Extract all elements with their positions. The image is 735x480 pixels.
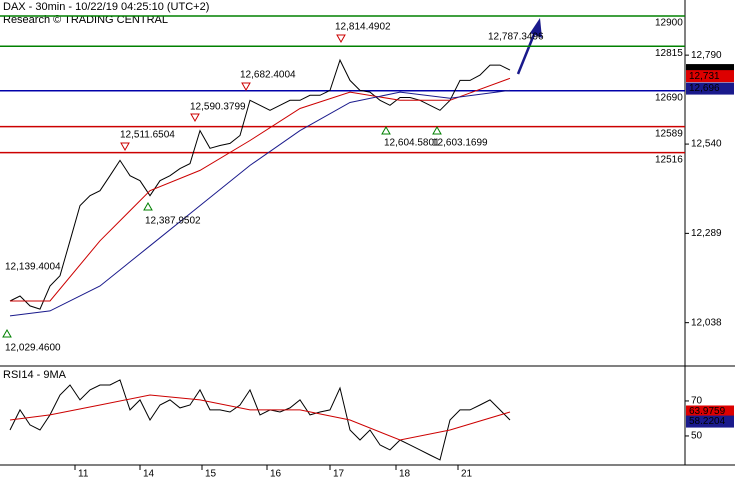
level-label: 12815 xyxy=(655,48,683,59)
pivot-marker xyxy=(120,142,130,152)
x-tick-label: 16 xyxy=(270,469,282,480)
pivot-marker xyxy=(241,82,251,92)
x-tick-label: 15 xyxy=(205,469,217,480)
annotation: 12,029.4600 xyxy=(5,343,61,354)
price-tag-label: 63.9759 xyxy=(689,406,726,417)
y-tick-label: 12,038 xyxy=(691,317,722,328)
series-line xyxy=(9,394,511,441)
x-tick-label: 17 xyxy=(333,469,345,480)
rsi-title: RSI14 - 9MA xyxy=(3,369,67,381)
level-label: 12589 xyxy=(655,128,683,139)
trend-arrow xyxy=(516,18,542,75)
series-line xyxy=(10,77,511,302)
y-tick-label: 50 xyxy=(691,431,703,442)
level-label: 12516 xyxy=(655,154,683,165)
price-tag xyxy=(686,405,734,418)
annotation: 12,139.4004 xyxy=(5,262,61,273)
level-label: 12690 xyxy=(655,92,683,103)
price-tag-label: 12,731 xyxy=(689,71,720,82)
pivot-marker xyxy=(143,201,153,211)
y-tick-label: 12,289 xyxy=(691,228,722,239)
series-line xyxy=(9,58,511,310)
y-tick-label: 70 xyxy=(691,396,703,407)
pivot-marker xyxy=(2,328,12,338)
annotation: 12,387.9502 xyxy=(145,216,201,227)
pivot-marker xyxy=(381,125,391,135)
price-tag xyxy=(686,82,734,95)
annotation: 12,603.1699 xyxy=(432,138,488,149)
pivot-marker xyxy=(190,113,200,123)
price-tag-label: 58.2204 xyxy=(689,416,726,427)
chart-subtitle: Research © TRADING CENTRAL xyxy=(3,14,168,26)
price-tag xyxy=(686,415,734,428)
x-tick-label: 14 xyxy=(143,469,155,480)
price-tag xyxy=(686,70,734,83)
price-tag-label: 12,696 xyxy=(689,83,720,94)
series-line xyxy=(9,89,511,317)
y-tick-label: 12,540 xyxy=(691,139,722,150)
annotation: 12,682.4004 xyxy=(240,70,296,81)
x-tick-label: 21 xyxy=(461,469,473,480)
y-tick-label: 12,790 xyxy=(691,50,722,61)
x-tick-label: 18 xyxy=(399,469,411,480)
annotation: 12,814.4902 xyxy=(335,22,391,33)
series-line xyxy=(9,379,511,461)
level-label: 12900 xyxy=(655,18,683,29)
pivot-marker xyxy=(432,125,442,135)
pivot-marker xyxy=(336,34,346,44)
annotation: 12,511.6504 xyxy=(120,130,175,141)
x-tick-label: 11 xyxy=(78,469,89,480)
annotation: 12,604.5801 xyxy=(384,138,440,149)
chart-title: DAX - 30min - 10/22/19 04:25:10 (UTC+2) xyxy=(3,1,209,13)
annotation: 12,787.3496 xyxy=(488,32,544,43)
annotation: 12,590.3799 xyxy=(190,102,246,113)
